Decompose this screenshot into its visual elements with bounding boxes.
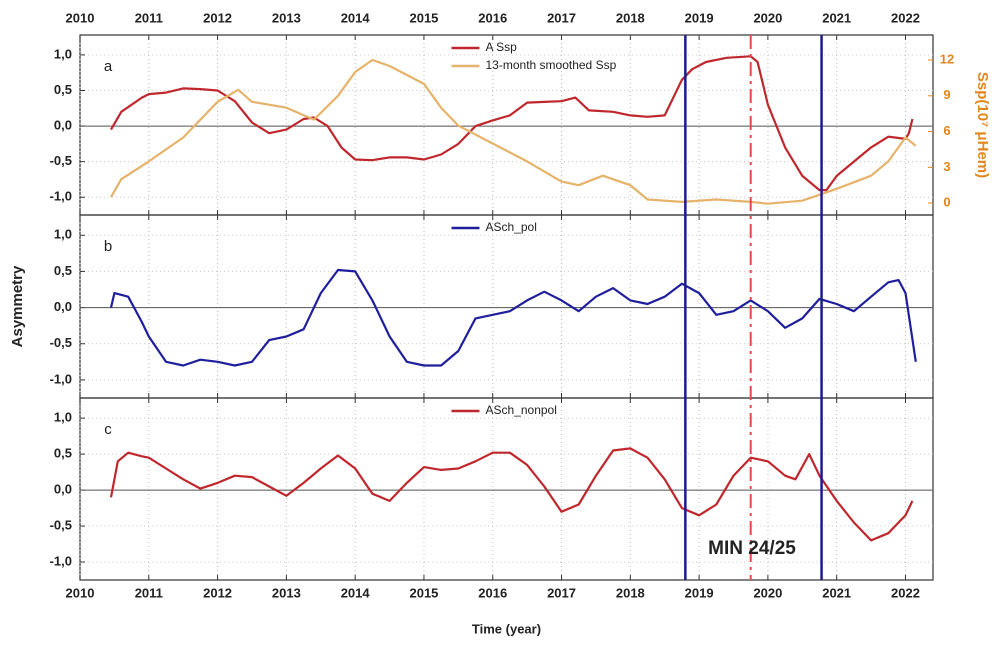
- y2-tick-label: 0: [943, 195, 950, 210]
- x-tick-label: 2017: [547, 585, 576, 600]
- y-tick-label: -0,5: [50, 517, 72, 532]
- panel-label: b: [104, 238, 112, 255]
- y-tick-label: 0,0: [54, 482, 72, 497]
- x-axis-label: Time (year): [472, 621, 541, 636]
- panel-label: c: [104, 421, 112, 438]
- x-tick-label: 2011: [135, 10, 163, 25]
- x-tick-label: 2022: [891, 585, 920, 600]
- x-tick-label: 2015: [409, 585, 438, 600]
- y2-tick-label: 6: [943, 123, 950, 138]
- y-tick-label: 0,5: [54, 263, 72, 278]
- y-tick-label: -1,0: [50, 553, 72, 568]
- legend-label: A Ssp: [486, 40, 518, 54]
- y2-tick-label: 3: [943, 159, 950, 174]
- x-tick-label: 2019: [685, 10, 714, 25]
- panel-frame: [79, 397, 934, 581]
- y-tick-label: -1,0: [50, 371, 72, 386]
- x-tick-label: 2018: [616, 585, 645, 600]
- legend-label: ASch_nonpol: [486, 403, 557, 417]
- x-tick-label: 2020: [753, 585, 782, 600]
- x-tick-label: 2017: [547, 10, 576, 25]
- x-tick-label: 2018: [616, 10, 645, 25]
- x-tick-label: 2014: [341, 585, 371, 600]
- y-tick-label: 1,0: [54, 410, 72, 425]
- y-tick-label: 0,5: [54, 82, 72, 97]
- x-tick-label: 2010: [66, 585, 95, 600]
- y-tick-label: 0,0: [54, 118, 72, 133]
- y2-axis-label: Ssp(10⁷ μHem): [974, 72, 991, 178]
- series-line: [110, 55, 914, 192]
- x-tick-label: 2016: [478, 585, 507, 600]
- x-tick-label: 2011: [135, 585, 163, 600]
- x-tick-label: 2012: [203, 10, 232, 25]
- y-tick-label: 1,0: [54, 227, 72, 242]
- x-tick-label: 2015: [409, 10, 438, 25]
- x-tick-label: 2013: [272, 10, 301, 25]
- legend-label: ASch_pol: [486, 220, 537, 234]
- x-tick-label: 2016: [478, 10, 507, 25]
- y-tick-label: -1,0: [50, 189, 72, 204]
- x-tick-label: 2014: [341, 10, 371, 25]
- x-tick-label: 2021: [822, 585, 851, 600]
- panel-label: a: [104, 58, 113, 75]
- y-tick-label: 0,5: [54, 446, 72, 461]
- panel-frame: [79, 214, 934, 399]
- y-tick-label: -0,5: [50, 335, 72, 350]
- x-tick-label: 2021: [822, 10, 851, 25]
- x-tick-label: 2010: [66, 10, 95, 25]
- series-line: [109, 447, 914, 542]
- y-tick-label: 0,0: [54, 299, 72, 314]
- y2-tick-label: 9: [943, 87, 950, 102]
- x-tick-label: 2012: [203, 585, 232, 600]
- x-tick-label: 2013: [272, 585, 301, 600]
- y2-tick-label: 12: [940, 51, 954, 66]
- x-tick-label: 2019: [685, 585, 714, 600]
- y-tick-label: -0,5: [50, 153, 72, 168]
- series-line: [109, 268, 917, 367]
- x-tick-label: 2022: [891, 10, 920, 25]
- legend-label: 13-month smoothed Ssp: [486, 58, 617, 72]
- x-tick-label: 2020: [753, 10, 782, 25]
- y-axis-label: Asymmetry: [9, 265, 26, 347]
- y-tick-label: 1,0: [54, 46, 72, 61]
- series-line: [110, 58, 917, 205]
- annotation: MIN 24/25: [708, 538, 796, 559]
